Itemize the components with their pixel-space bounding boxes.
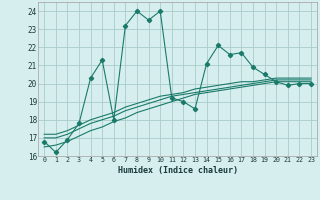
X-axis label: Humidex (Indice chaleur): Humidex (Indice chaleur)	[118, 166, 238, 175]
